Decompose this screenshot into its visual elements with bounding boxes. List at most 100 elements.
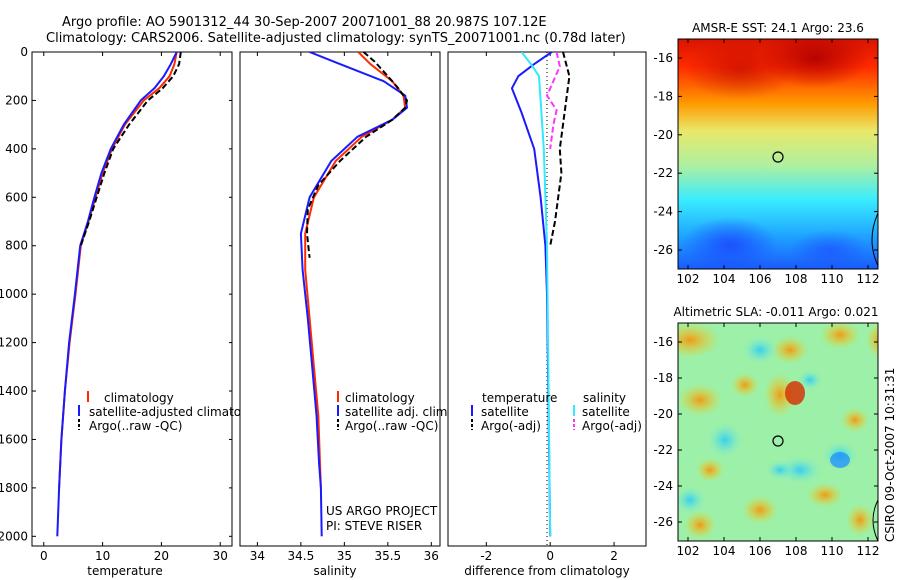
diff-legend-salinity-head: salinity <box>583 391 626 405</box>
sst-map-field <box>678 39 878 269</box>
sla-map-frame <box>677 322 879 542</box>
map-y-tick-label: -18 <box>653 371 673 385</box>
sal-legend-climatology-label: climatology <box>345 391 415 405</box>
salinity-plot-frame <box>239 51 441 547</box>
depth-tick-label: 1000 <box>0 287 28 301</box>
sst-map: AMSR-E SST: 24.1 Argo: 23.6 -16 -18 -20 -22… <box>653 21 879 286</box>
map-x-tick-label: 108 <box>785 544 808 558</box>
sla-negative-anomaly <box>798 370 822 390</box>
sst-y-ticks: -16 -18 -20 -22 -24 -26 <box>653 51 878 257</box>
temp-x-tick-label: 0 <box>40 549 48 563</box>
diff-legend-temp-argo-label: Argo(-adj) <box>481 419 541 433</box>
sla-positive-anomaly <box>807 483 843 507</box>
sla-strong-negative-anomaly <box>830 452 850 468</box>
sla-y-ticks: -16 -18 -20 -22 -24 -26 <box>653 335 878 529</box>
series-argo-raw-qc <box>306 52 408 258</box>
diff-legend-sal-argo-label: Argo(-adj) <box>582 419 642 433</box>
depth-tick-label: 1200 <box>0 336 28 350</box>
difference-panel: -2 0 2 difference from climatology tempera… <box>447 51 647 578</box>
sla-map-field <box>678 323 878 541</box>
legend-satellite-label: satellite-adjusted climatology <box>89 405 267 419</box>
salinity-legend: climatology satellite adj. clim. Argo(..… <box>337 391 451 433</box>
map-y-tick-label: -18 <box>653 89 673 103</box>
credit-project: US ARGO PROJECT <box>326 504 438 518</box>
map-y-tick-label: -16 <box>653 51 673 65</box>
depth-tick-label: 200 <box>5 93 28 107</box>
diff-legend-sal-satellite-label: satellite <box>582 405 630 419</box>
sla-positive-anomaly <box>742 496 778 524</box>
temperature-legend: climatology satellite-adjusted climatolo… <box>78 391 267 433</box>
sla-positive-anomaly <box>731 373 759 397</box>
sst-warm-core-west <box>685 40 795 100</box>
temp-x-tick-label: 20 <box>154 549 169 563</box>
legend-argo-label: Argo(..raw -QC) <box>89 419 182 433</box>
map-x-tick-label: 106 <box>749 272 772 286</box>
sla-positive-anomaly <box>764 373 796 417</box>
salinity-panel: 34 34.5 35 35.5 36 salinity climatology sate… <box>239 51 451 578</box>
map-x-tick-label: 106 <box>749 544 772 558</box>
map-y-tick-label: -26 <box>653 515 673 529</box>
temperature-x-ticks: 0 10 20 30 <box>40 52 228 563</box>
salinity-xlabel: salinity <box>313 564 356 578</box>
depth-tick-label: 1600 <box>0 432 28 446</box>
temp-x-tick-label: 30 <box>213 549 228 563</box>
map-y-tick-label: -22 <box>653 443 673 457</box>
depth-tick-label: 400 <box>5 142 28 156</box>
sla-positive-anomaly <box>772 336 808 364</box>
sst-cold-pool <box>682 217 778 269</box>
diff-x-tick-label: 2 <box>610 549 618 563</box>
sst-map-title: AMSR-E SST: 24.1 Argo: 23.6 <box>692 21 864 35</box>
temperature-plot-frame <box>31 51 233 547</box>
sal-x-tick-label: 34.5 <box>288 549 315 563</box>
sla-positive-anomaly <box>684 511 716 539</box>
sla-negative-anomaly <box>707 422 743 458</box>
temperature-series <box>56 52 182 537</box>
difference-series <box>510 52 571 537</box>
credit-pi: PI: STEVE RISER <box>326 519 422 533</box>
sst-map-frame <box>677 38 879 270</box>
sst-coastline <box>871 212 878 267</box>
salinity-x-ticks: 34 34.5 35 35.5 36 <box>250 52 439 563</box>
map-x-tick-label: 102 <box>677 272 700 286</box>
map-x-tick-label: 110 <box>821 544 844 558</box>
sla-positive-anomaly <box>846 504 874 536</box>
sla-anomaly-spots <box>678 323 878 539</box>
figure-title-line1: Argo profile: AO 5901312_44 30-Sep-2007 … <box>62 15 547 30</box>
legend-climatology-label: climatology <box>104 391 174 405</box>
sla-argo-position-marker <box>772 435 784 447</box>
sst-argo-position-marker <box>772 151 784 163</box>
sla-negative-anomaly <box>678 486 706 514</box>
sla-negative-anomaly <box>766 460 794 480</box>
sst-x-ticks: 102 104 106 108 110 112 <box>677 39 880 286</box>
sla-negative-anomaly <box>742 336 778 364</box>
sla-map: Altimetric SLA: -0.011 Argo: 0.021 -16-1… <box>653 305 879 558</box>
difference-xlabel: difference from climatology <box>464 564 630 578</box>
salinity-series <box>299 52 408 537</box>
series-salinity-argo-adj <box>546 52 561 150</box>
map-x-tick-label: 112 <box>857 272 880 286</box>
map-x-tick-label: 104 <box>713 272 736 286</box>
map-x-tick-label: 108 <box>785 272 808 286</box>
sal-legend-argo-label: Argo(..raw -QC) <box>345 419 438 433</box>
sal-x-tick-label: 36 <box>424 549 439 563</box>
sal-x-tick-label: 34 <box>250 549 265 563</box>
depth-tick-label: 800 <box>5 239 28 253</box>
map-x-tick-label: 110 <box>821 272 844 286</box>
sst-cold-pool-east <box>790 230 870 269</box>
sal-legend-satellite-label: satellite adj. clim. <box>345 405 451 419</box>
figure-title-line2: Climatology: CARS2006. Satellite-adjuste… <box>46 31 626 46</box>
map-y-tick-label: -26 <box>653 243 673 257</box>
depth-tick-label: 1400 <box>0 384 28 398</box>
sla-positive-anomaly <box>866 323 878 358</box>
sla-positive-anomaly <box>678 323 720 358</box>
series-satellite-adj-clim <box>299 52 408 537</box>
sla-positive-anomaly <box>820 323 860 349</box>
sla-positive-anomaly <box>841 408 869 432</box>
temp-x-tick-label: 10 <box>95 549 110 563</box>
map-y-tick-label: -24 <box>653 479 673 493</box>
diff-x-tick-label: 0 <box>546 549 554 563</box>
series-satellite-adjusted-climatology <box>56 52 178 537</box>
sla-positive-anomaly <box>678 384 722 416</box>
